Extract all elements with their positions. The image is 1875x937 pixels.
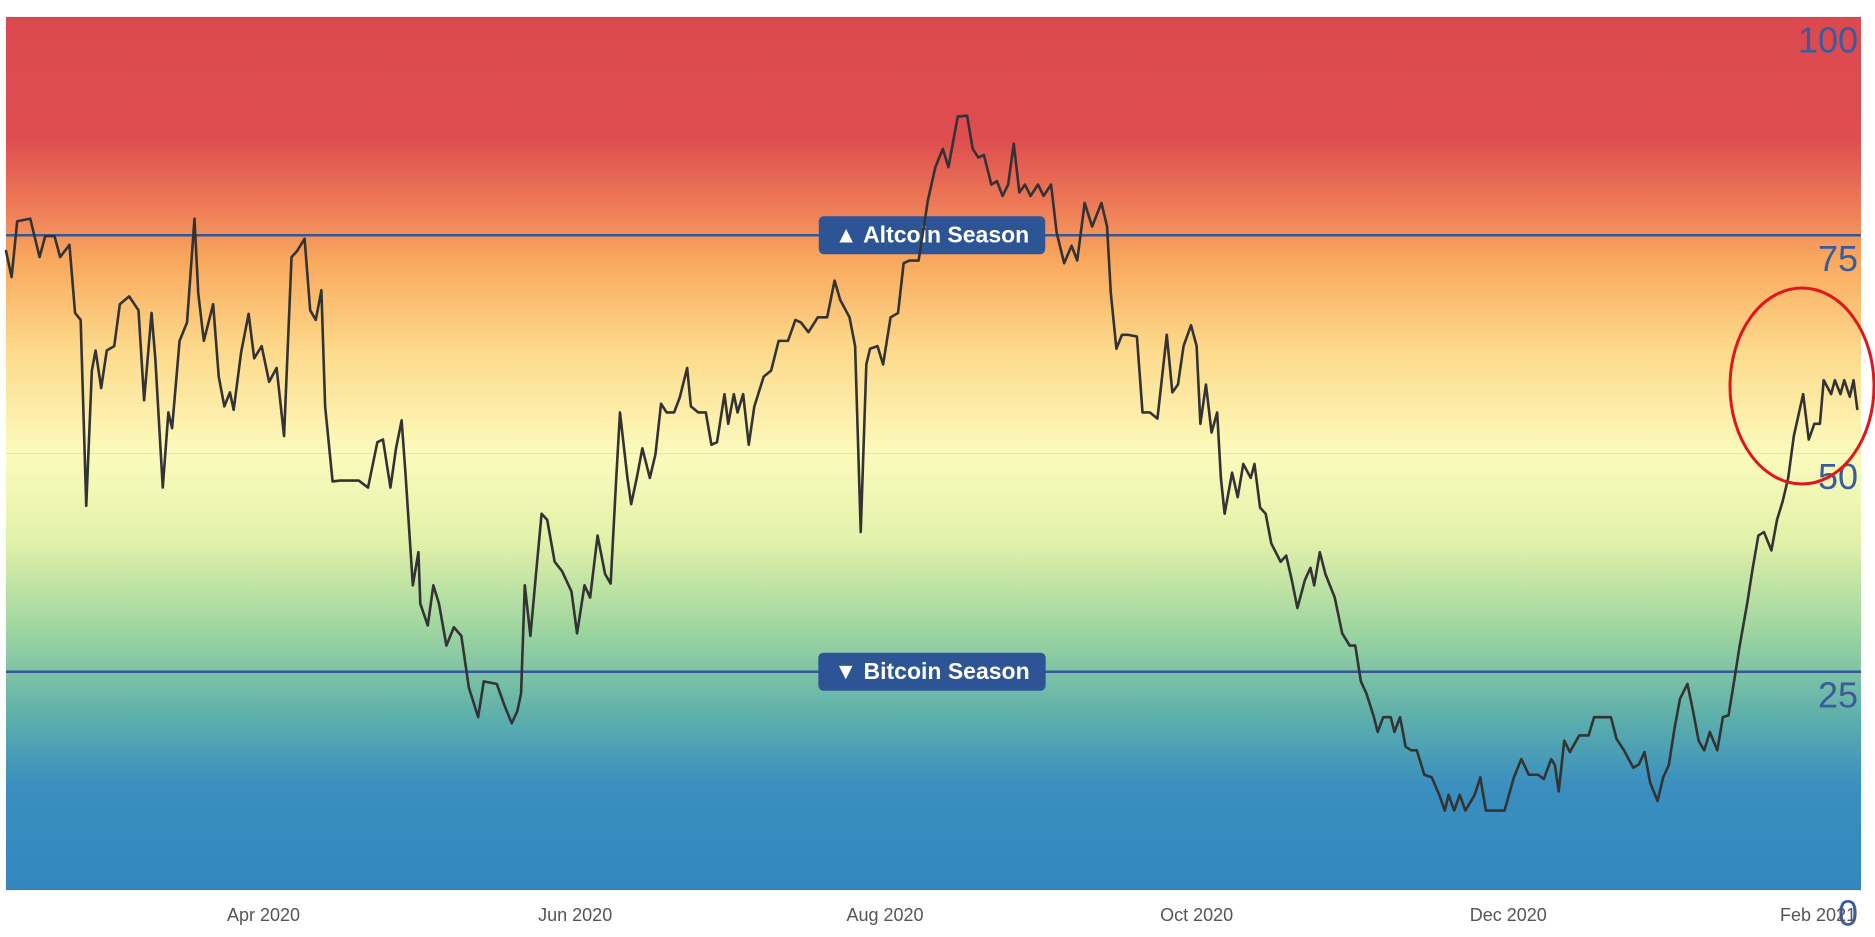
series-line <box>4 114 1859 812</box>
x-tick-label: Oct 2020 <box>1160 905 1233 925</box>
plot-background <box>6 17 1861 890</box>
annotations: ▲ Altcoin Season ▼ Bitcoin Season <box>6 216 1861 691</box>
annotation-box <box>818 652 1046 691</box>
y-tick-label: 0 <box>1838 893 1858 934</box>
annotation-box <box>818 216 1046 255</box>
x-tick-label: Aug 2020 <box>846 905 923 925</box>
x-tick-label: Apr 2020 <box>227 905 300 925</box>
x-tick-label: Jun 2020 <box>538 905 612 925</box>
x-tick-label: Dec 2020 <box>1470 905 1547 925</box>
annotation-label: ▼ Bitcoin Season <box>834 658 1029 684</box>
labels: 0 25 50 75 100 Apr 2020 Jun 2020 Aug 2020 Oct 20… <box>227 20 1858 934</box>
y-tick-label: 25 <box>1818 674 1858 715</box>
y-tick-label: 50 <box>1818 456 1858 497</box>
x-tick-label: Feb 2021 <box>1780 905 1856 925</box>
y-tick-label: 100 <box>1798 20 1858 61</box>
series <box>4 114 1859 812</box>
annotation-label: ▲ Altcoin Season <box>835 221 1029 247</box>
y-tick-label: 75 <box>1818 238 1858 279</box>
highlight-circle <box>1728 286 1875 486</box>
